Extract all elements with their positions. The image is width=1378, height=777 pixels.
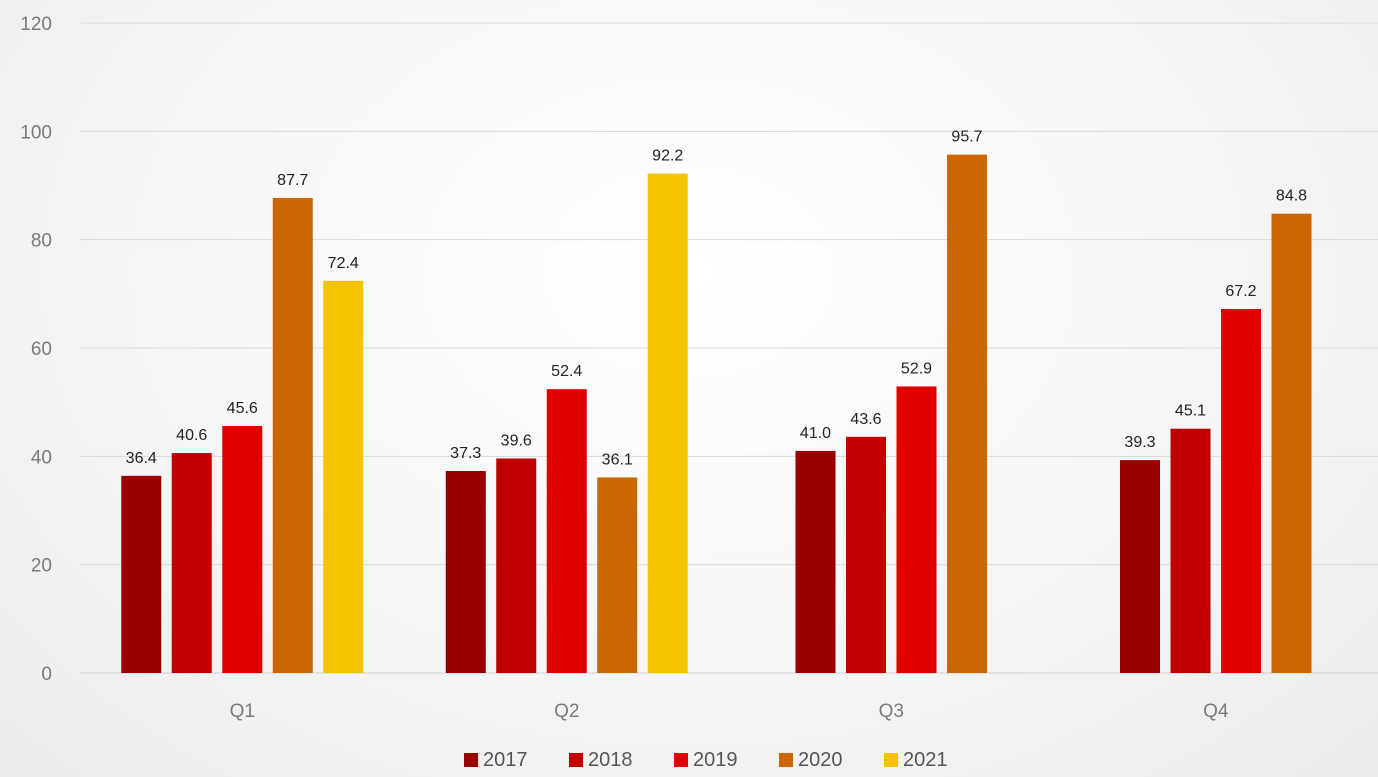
legend-label: 2019 <box>693 749 738 771</box>
bar-2017-Q4 <box>1120 460 1160 673</box>
bar-2019-Q4 <box>1221 309 1261 673</box>
legend: 2017 2018 2019 2020 2021 <box>464 749 948 771</box>
data-label: 39.6 <box>501 433 532 450</box>
legend-label: 2020 <box>798 749 843 771</box>
legend-swatch <box>884 753 898 767</box>
data-label: 41.0 <box>800 425 831 442</box>
data-label: 52.4 <box>551 363 582 380</box>
y-tick-label: 20 <box>31 556 52 577</box>
x-tick-label: Q1 <box>230 701 255 722</box>
bar-2018-Q2 <box>496 458 537 673</box>
legend-swatch <box>569 753 583 767</box>
legend-item-2021: 2021 <box>884 749 948 771</box>
y-tick-label: 0 <box>41 664 52 685</box>
data-labels: 36.4 40.6 45.6 87.7 72.4 37.3 39.6 52.4 36.1 92.2… <box>126 129 1307 469</box>
bar-2019-Q3 <box>896 386 937 673</box>
y-axis: 0 20 40 60 80 100 120 <box>20 14 52 685</box>
bar-2021-Q2 <box>647 173 688 674</box>
data-label: 45.6 <box>227 400 258 417</box>
legend-item-2019: 2019 <box>674 749 738 771</box>
legend-swatch <box>464 753 478 767</box>
data-label: 45.1 <box>1175 403 1206 420</box>
data-label: 67.2 <box>1225 283 1256 300</box>
y-tick-label: 60 <box>31 339 52 360</box>
bar-2018-Q1 <box>171 453 212 673</box>
x-tick-label: Q2 <box>554 701 579 722</box>
x-axis: Q1 Q2 Q3 Q4 <box>230 701 1229 722</box>
legend-swatch <box>674 753 688 767</box>
legend-label: 2017 <box>483 749 528 771</box>
bar-2020-Q1 <box>272 197 313 674</box>
bar-2017-Q3 <box>795 450 836 673</box>
legend-item-2020: 2020 <box>779 749 843 771</box>
data-label: 37.3 <box>450 445 481 462</box>
y-tick-label: 40 <box>31 447 52 468</box>
bar-2018-Q4 <box>1170 428 1211 673</box>
data-label: 36.1 <box>602 451 633 468</box>
data-label: 40.6 <box>176 427 207 444</box>
data-label: 43.6 <box>850 411 881 428</box>
bar-2017-Q1 <box>121 475 162 673</box>
bar-2018-Q3 <box>846 436 886 673</box>
data-label: 95.7 <box>951 129 982 146</box>
data-label: 39.3 <box>1124 434 1155 451</box>
y-tick-label: 100 <box>20 122 52 143</box>
bar-2017-Q2 <box>445 470 486 673</box>
bars <box>121 154 1312 674</box>
legend-label: 2021 <box>903 749 948 771</box>
bar-2020-Q3 <box>947 154 987 673</box>
bar-2019-Q2 <box>546 389 587 673</box>
legend-swatch <box>779 753 793 767</box>
legend-label: 2018 <box>588 749 633 771</box>
data-label: 92.2 <box>652 148 683 165</box>
y-tick-label: 80 <box>31 231 52 252</box>
x-tick-label: Q4 <box>1203 701 1229 722</box>
bar-2020-Q4 <box>1271 213 1312 673</box>
legend-item-2017: 2017 <box>464 749 528 771</box>
data-label: 87.7 <box>277 172 308 189</box>
legend-item-2018: 2018 <box>569 749 633 771</box>
bar-2019-Q1 <box>222 426 263 673</box>
data-label: 36.4 <box>126 450 157 467</box>
data-label: 72.4 <box>328 255 359 272</box>
bar-2021-Q1 <box>323 280 364 673</box>
data-label: 52.9 <box>901 360 932 377</box>
y-tick-label: 120 <box>20 14 52 35</box>
bar-2020-Q2 <box>597 477 638 673</box>
data-label: 84.8 <box>1276 188 1307 205</box>
x-tick-label: Q3 <box>879 701 904 722</box>
